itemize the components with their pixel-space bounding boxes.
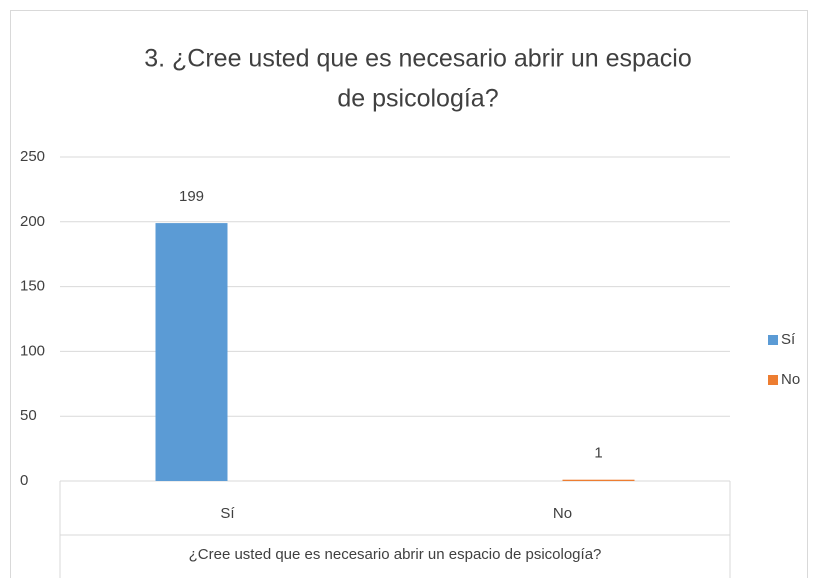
bar [562,479,635,481]
x-axis-title: ¿Cree usted que es necesario abrir un es… [189,546,602,563]
bar [155,223,228,481]
legend-label: Sí [781,331,796,348]
y-tick-label: 150 [20,278,45,295]
legend-swatch [768,335,778,345]
chart-border [10,10,808,578]
chart-title: de psicología? [337,85,498,113]
y-tick-label: 200 [20,213,45,230]
x-tick-label: Sí [220,505,235,522]
y-tick-label: 0 [20,472,28,489]
y-tick-label: 50 [20,407,37,424]
chart-title: 3. ¿Cree usted que es necesario abrir un… [144,45,692,73]
legend-swatch [768,375,778,385]
legend-label: No [781,371,800,388]
x-tick-label: No [553,505,572,522]
data-label: 1 [594,445,602,462]
y-tick-label: 100 [20,342,45,359]
data-label: 199 [179,188,204,205]
y-tick-label: 250 [20,148,45,165]
